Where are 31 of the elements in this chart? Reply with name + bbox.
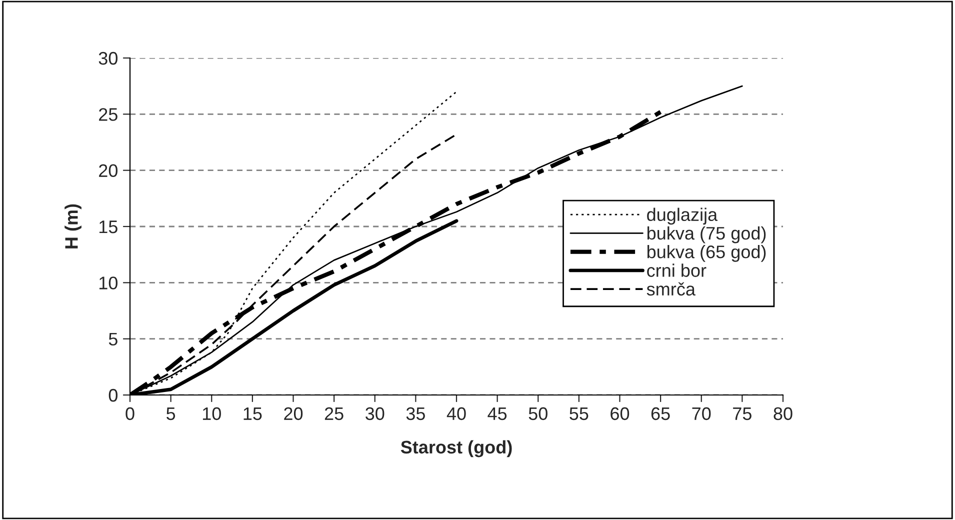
x-tick-label: 70 <box>692 407 711 420</box>
x-tick-label: 20 <box>284 407 303 420</box>
y-tick-label: 30 <box>98 52 118 65</box>
x-tick-label: 40 <box>446 407 466 420</box>
x-tick-label: 25 <box>324 407 344 420</box>
legend-label: duglazija <box>647 208 718 225</box>
x-axis-title: Starost (god) <box>400 440 512 458</box>
y-tick-label: 25 <box>99 108 118 121</box>
x-tick-label: 5 <box>166 407 176 420</box>
y-tick-label: 20 <box>99 164 118 178</box>
legend-label: smrča <box>646 282 696 296</box>
x-tick-label: 35 <box>406 407 425 420</box>
legend-label: crni bor <box>647 264 706 277</box>
legend-label: bukva (65 god) <box>647 245 766 262</box>
x-tick-label: 30 <box>366 407 384 420</box>
x-tick-label: 80 <box>774 407 792 420</box>
x-tick-label: 10 <box>202 407 221 420</box>
y-tick-label: 10 <box>99 276 118 290</box>
x-tick-label: 50 <box>528 407 548 420</box>
x-tick-label: 55 <box>570 407 588 420</box>
y-tick-label: 0 <box>108 388 118 402</box>
x-tick-label: 75 <box>733 407 752 420</box>
x-tick-label: 45 <box>488 407 507 420</box>
x-tick-label: 0 <box>126 407 134 420</box>
y-tick-label: 5 <box>108 332 118 346</box>
legend-label: bukva (75 god) <box>647 226 766 244</box>
x-tick-label: 15 <box>244 407 262 420</box>
x-tick-label: 65 <box>651 407 670 420</box>
x-tick-label: 60 <box>610 407 630 420</box>
y-axis-title: H (m) <box>64 204 82 248</box>
y-tick-label: 15 <box>99 220 118 234</box>
